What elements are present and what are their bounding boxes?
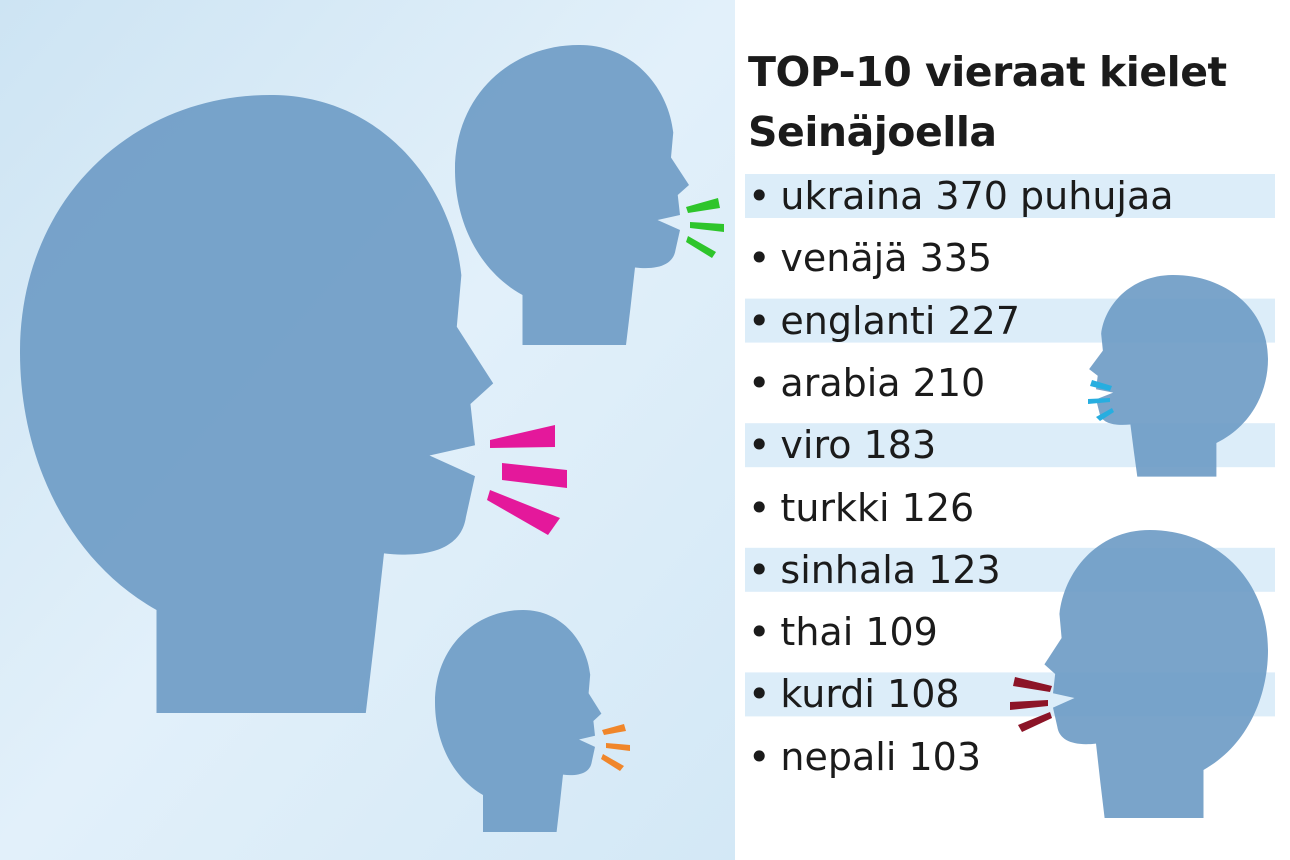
- list-item: sinhala 123: [748, 548, 1000, 592]
- list-item: viro 183: [748, 423, 936, 467]
- list-item: ukraina 370 puhujaa: [748, 174, 1173, 218]
- list-item: kurdi 108: [748, 672, 959, 716]
- speech-marks: [1088, 380, 1114, 421]
- list-item: englanti 227: [748, 299, 1020, 343]
- list-item: arabia 210: [748, 361, 985, 405]
- speech-marks: [1010, 677, 1052, 732]
- speech-marks: [487, 425, 567, 535]
- list-item: turkki 126: [748, 486, 974, 530]
- head: [1044, 530, 1268, 818]
- speech-marks: [601, 724, 630, 771]
- list-item: nepali 103: [748, 735, 981, 779]
- speech-marks: [686, 198, 724, 258]
- list-item: venäjä 335: [748, 236, 992, 280]
- list-item: thai 109: [748, 610, 937, 654]
- title: TOP-10 vieraat kielet: [748, 48, 1227, 96]
- title: Seinäjoella: [748, 108, 997, 156]
